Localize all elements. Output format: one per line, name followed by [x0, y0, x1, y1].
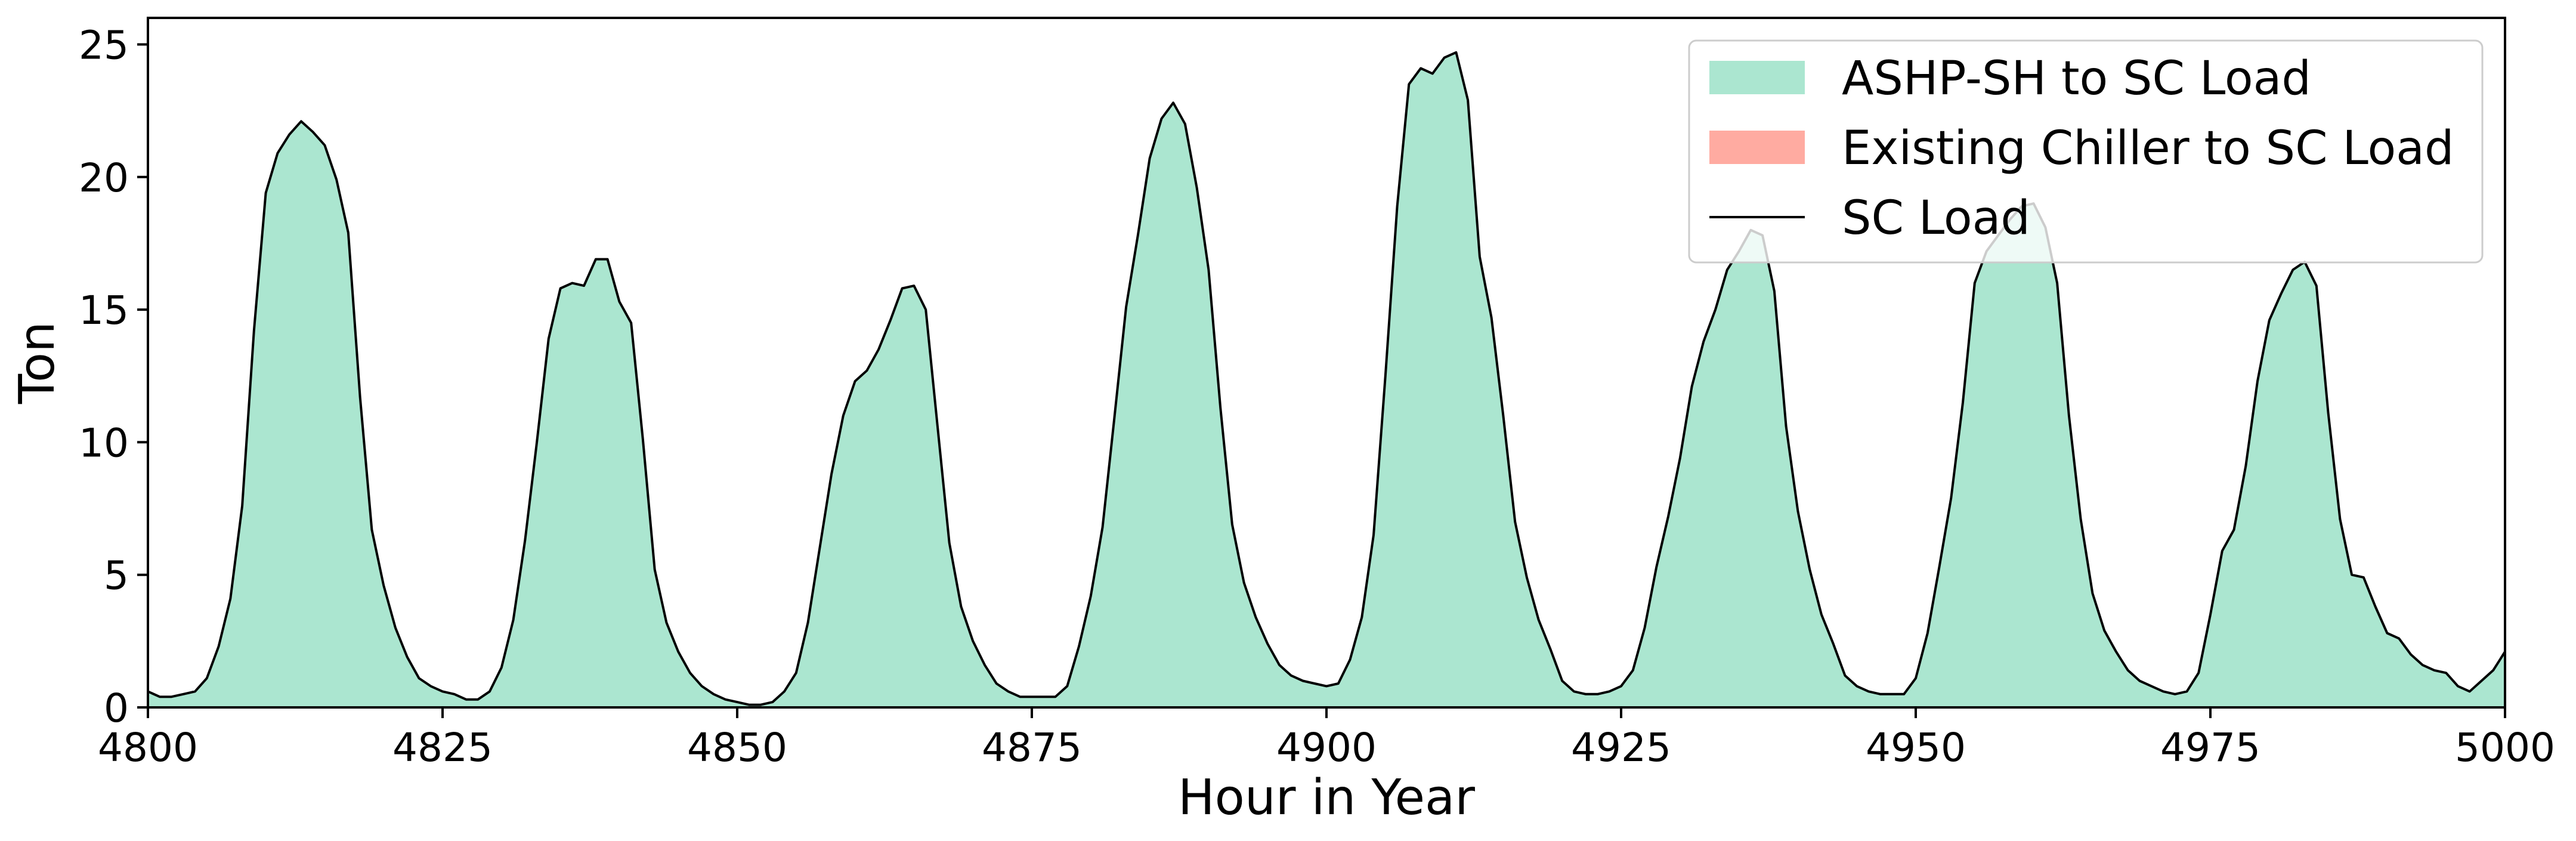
line-series-2	[147, 51, 2506, 706]
legend-label-ashp: ASHP-SH to SC Load	[1842, 52, 2311, 106]
area-series-layer	[148, 52, 2505, 707]
y-axis-title: Ton	[9, 321, 66, 404]
y-tick-label: 25	[79, 22, 129, 68]
x-axis-ticks: 4800 4825 4850 4875 4900 4925 4950 4975 5000	[98, 707, 2555, 771]
legend-swatch-ashp	[1709, 61, 1805, 94]
x-tick-label: 4925	[1571, 725, 1671, 771]
y-tick-label: 10	[79, 420, 129, 466]
x-axis-title: Hour in Year	[1178, 769, 1475, 826]
y-tick-label: 5	[104, 553, 129, 599]
x-tick-label: 4800	[98, 725, 198, 771]
area-series-0	[148, 52, 2505, 707]
x-tick-label: 4875	[982, 725, 1082, 771]
legend: ASHP-SH to SC Load Existing Chiller to S…	[1688, 39, 2484, 264]
x-tick-label: 4850	[687, 725, 787, 771]
line-series-layer	[147, 51, 2506, 706]
y-tick-label: 20	[79, 155, 129, 201]
x-tick-label: 4950	[1866, 725, 1966, 771]
legend-label-sc-load: SC Load	[1842, 191, 2030, 245]
x-tick-label: 4975	[2160, 725, 2260, 771]
x-tick-label: 4825	[392, 725, 493, 771]
y-tick-label: 0	[104, 685, 129, 731]
legend-swatch-chiller	[1709, 131, 1805, 164]
x-tick-label: 5000	[2455, 725, 2555, 771]
legend-label-chiller: Existing Chiller to SC Load	[1842, 122, 2454, 175]
y-axis-ticks: 0 5 10 15 20 25	[79, 22, 148, 731]
y-tick-label: 15	[79, 287, 129, 333]
x-tick-label: 4900	[1276, 725, 1377, 771]
legend-box	[1688, 39, 2484, 264]
